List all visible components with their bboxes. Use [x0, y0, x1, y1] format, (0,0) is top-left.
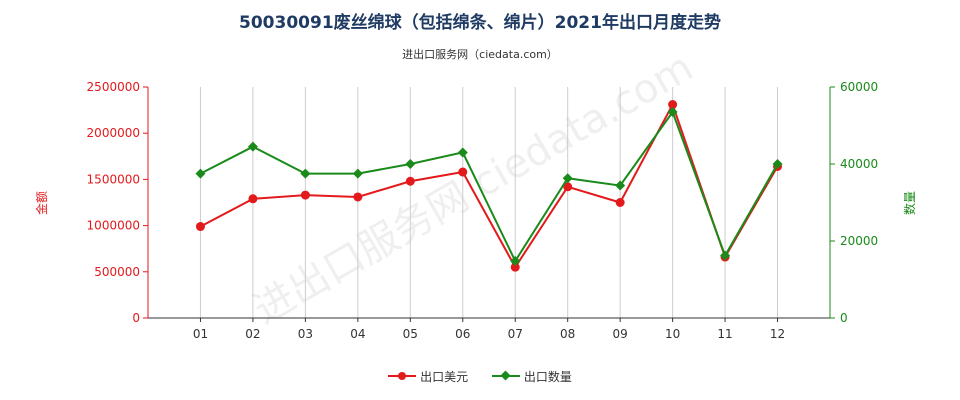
data-point-qty — [247, 141, 258, 152]
data-point-qty — [772, 159, 783, 169]
x-tick-label: 01 — [193, 327, 208, 341]
legend-line-usd — [388, 372, 417, 380]
data-point-usd — [353, 192, 363, 202]
x-tick-label: 03 — [298, 327, 313, 341]
data-point-qty — [195, 168, 206, 179]
data-point-qty — [352, 168, 363, 179]
series — [195, 100, 783, 272]
legend-label-qty: 出口数量 — [523, 369, 572, 384]
x-tick-label: 06 — [455, 327, 470, 341]
data-point-qty — [457, 147, 468, 158]
y-left-tick-label: 1000000 — [87, 219, 140, 233]
data-point-usd — [195, 222, 205, 232]
data-point-qty — [300, 168, 311, 179]
data-point-usd — [458, 167, 468, 177]
data-point-qty — [510, 256, 521, 267]
series-line-qty — [200, 109, 779, 264]
x-tick-label: 02 — [245, 327, 260, 341]
x-tick-label: 04 — [350, 327, 365, 341]
y-left-tick-label: 0 — [132, 311, 140, 325]
data-point-qty — [405, 159, 416, 169]
data-point-usd — [668, 100, 678, 110]
y-left-tick-label: 2000000 — [87, 126, 140, 140]
data-point-qty — [562, 173, 573, 184]
series-line-usd — [199, 102, 779, 270]
data-point-qty — [615, 180, 626, 191]
data-point-qty — [720, 250, 731, 261]
y-right-tick-label: 40000 — [840, 157, 878, 171]
x-tick-label: 11 — [717, 327, 732, 341]
axes: 05000001000000150000020000002500000金额020… — [34, 80, 917, 341]
data-point-usd — [405, 176, 415, 186]
y-right-tick-label: 60000 — [840, 80, 878, 94]
data-point-usd — [510, 262, 520, 272]
data-point-usd — [615, 198, 625, 207]
data-point-usd — [563, 182, 573, 192]
x-tick-label: 09 — [613, 327, 628, 341]
circle-marker-icon — [398, 372, 407, 380]
data-point-usd — [248, 194, 258, 204]
diamond-marker-icon — [500, 370, 511, 381]
x-tick-label: 05 — [403, 327, 418, 341]
legend-item-usd[interactable]: 出口美元 — [388, 368, 468, 385]
watermark: 进出口服务网 ciedata.com — [246, 44, 701, 333]
legend: 出口美元 出口数量 — [0, 366, 960, 385]
y-right-tick-label: 20000 — [840, 234, 878, 248]
x-tick-label: 12 — [770, 327, 785, 341]
chart-title: 50030091废丝绵球（包括绵条、绵片）2021年出口月度走势 — [239, 13, 721, 33]
x-tick-label: 07 — [508, 327, 523, 341]
chart-subtitle: 进出口服务网（ciedata.com） — [402, 48, 558, 61]
y-left-tick-label: 1500000 — [87, 172, 140, 186]
y-right-axis-label: 数量 — [902, 191, 917, 215]
y-left-axis-label: 金额 — [34, 191, 49, 215]
data-point-usd — [300, 190, 310, 200]
data-point-qty — [667, 107, 678, 118]
legend-line-qty — [491, 370, 520, 381]
y-left-tick-label: 500000 — [94, 265, 140, 279]
x-tick-label: 10 — [665, 327, 680, 341]
y-right-tick-label: 0 — [840, 311, 848, 325]
y-left-tick-label: 2500000 — [87, 80, 140, 94]
legend-label-usd: 出口美元 — [420, 369, 469, 384]
legend-item-qty[interactable]: 出口数量 — [491, 368, 572, 385]
x-tick-label: 08 — [560, 327, 575, 341]
